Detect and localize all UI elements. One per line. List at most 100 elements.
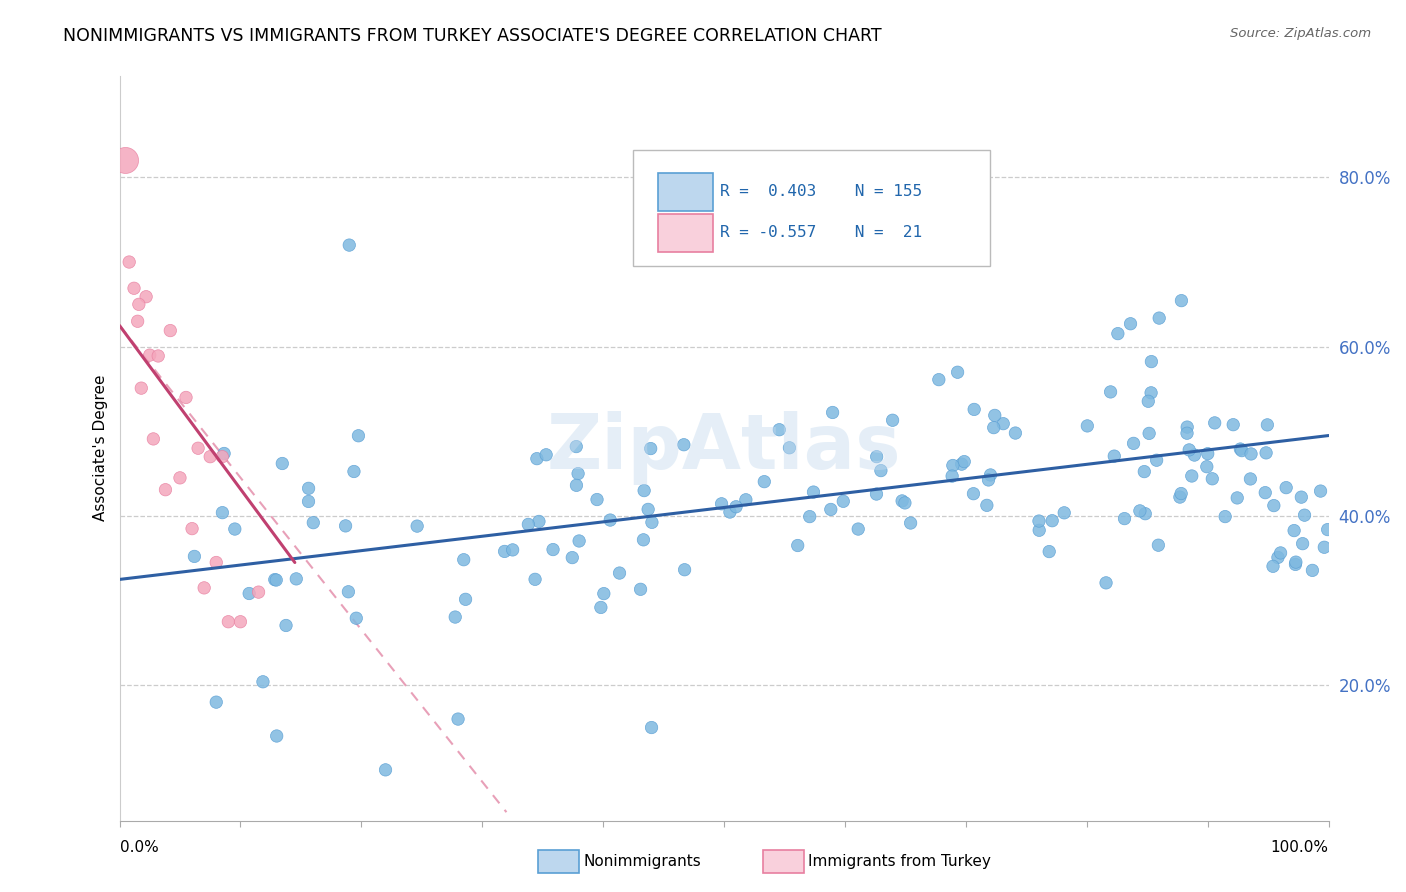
Point (865, 487, 887, 501)
Point (285, 572, 308, 586)
Point (820, 502, 842, 516)
Point (799, 509, 821, 524)
Point (193, 581, 215, 595)
Point (337, 238, 360, 252)
Point (1038, 544, 1060, 558)
Point (335, 519, 357, 533)
Point (567, 467, 589, 481)
Point (211, 506, 233, 520)
Point (640, 721, 662, 735)
Point (832, 494, 855, 508)
Point (586, 492, 609, 507)
Point (174, 391, 197, 405)
Point (1135, 507, 1157, 521)
Point (1168, 490, 1191, 504)
Point (127, 314, 149, 328)
Point (1095, 575, 1118, 590)
Point (589, 600, 612, 615)
Point (1184, 448, 1206, 462)
Point (1270, 546, 1292, 560)
Point (200, 450, 222, 464)
Point (1213, 509, 1236, 524)
Point (778, 441, 800, 455)
Point (734, 492, 756, 507)
Point (565, 478, 588, 492)
Point (640, 442, 662, 456)
Point (1256, 417, 1278, 432)
Point (976, 499, 998, 513)
Point (1254, 446, 1277, 460)
Point (891, 494, 914, 508)
Point (344, 611, 367, 625)
Point (494, 544, 516, 558)
Point (565, 440, 588, 454)
Point (950, 457, 973, 471)
Point (302, 516, 325, 530)
Point (337, 584, 360, 599)
Point (1146, 453, 1168, 467)
Point (942, 458, 965, 473)
Point (263, 573, 285, 587)
Point (928, 373, 950, 387)
Point (1285, 555, 1308, 569)
Point (630, 582, 652, 597)
Text: ZipAtlas: ZipAtlas (547, 411, 901, 485)
Point (1301, 563, 1323, 577)
Point (447, 712, 470, 726)
Point (1263, 499, 1285, 513)
Point (138, 348, 162, 362)
Point (1240, 447, 1263, 461)
Point (1133, 465, 1156, 479)
Point (1294, 508, 1316, 523)
Point (1222, 417, 1244, 432)
Point (135, 290, 157, 304)
Point (633, 483, 655, 498)
Point (953, 455, 976, 469)
Point (599, 513, 621, 527)
Point (1254, 485, 1277, 500)
Point (406, 519, 429, 533)
Point (238, 586, 260, 600)
Point (1028, 514, 1050, 528)
Point (187, 442, 209, 455)
Y-axis label: Associate's Degree: Associate's Degree (93, 375, 108, 522)
Point (1129, 504, 1152, 518)
Point (640, 229, 662, 244)
Point (1004, 425, 1026, 440)
Point (502, 542, 524, 557)
Point (1291, 536, 1313, 550)
Point (211, 450, 233, 464)
Point (1170, 293, 1192, 308)
Point (710, 497, 733, 511)
Text: Nonimmigrants: Nonimmigrants (583, 855, 702, 869)
Point (754, 475, 776, 489)
Point (122, 281, 145, 295)
Point (1178, 442, 1201, 457)
Point (1028, 523, 1050, 537)
Point (768, 423, 790, 437)
Point (1267, 550, 1289, 565)
Text: Source: ZipAtlas.com: Source: ZipAtlas.com (1230, 27, 1371, 40)
Point (561, 550, 583, 565)
Point (148, 349, 170, 363)
Point (247, 585, 270, 599)
Point (297, 481, 319, 495)
Point (453, 552, 475, 566)
Point (1053, 506, 1076, 520)
Point (271, 457, 294, 471)
Point (1282, 524, 1305, 538)
Point (1197, 447, 1219, 461)
Point (1181, 469, 1204, 483)
Point (155, 483, 177, 497)
Point (297, 494, 319, 508)
Point (641, 516, 664, 530)
Point (266, 729, 288, 743)
Point (264, 573, 287, 587)
Point (846, 522, 869, 536)
Point (129, 381, 152, 395)
Text: NONIMMIGRANTS VS IMMIGRANTS FROM TURKEY ASSOCIATE'S DEGREE CORRELATION CHART: NONIMMIGRANTS VS IMMIGRANTS FROM TURKEY … (63, 27, 882, 45)
Point (977, 473, 1000, 487)
Point (1040, 514, 1063, 528)
Point (1226, 491, 1249, 505)
Point (946, 365, 969, 379)
